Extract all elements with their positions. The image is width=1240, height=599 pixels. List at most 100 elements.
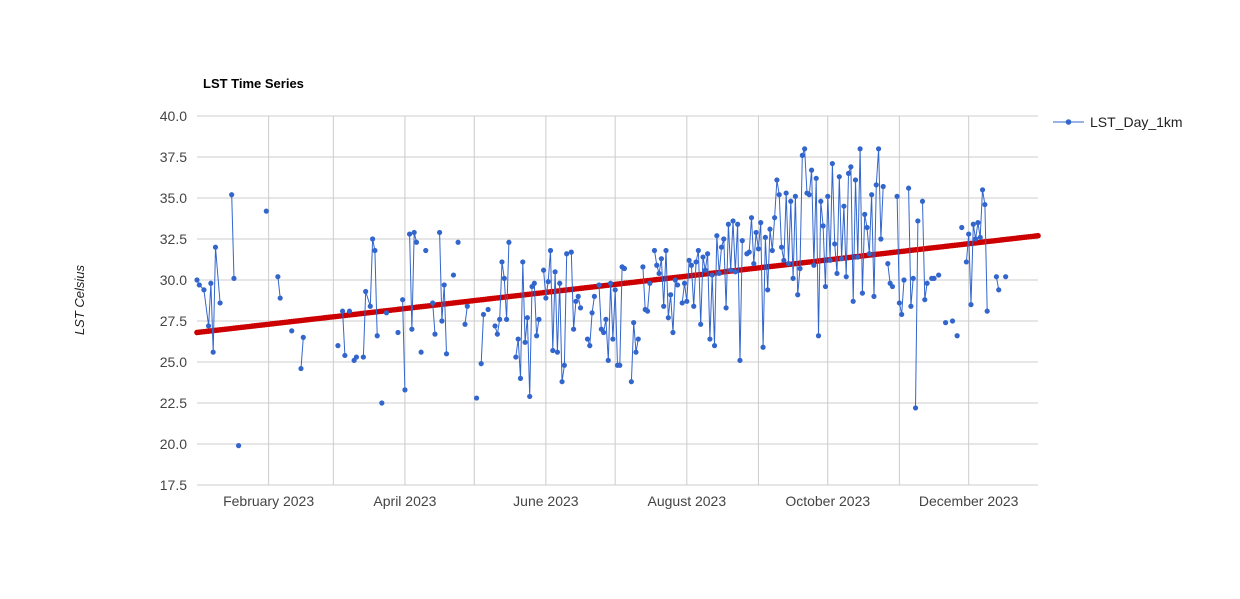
data-point xyxy=(658,256,664,262)
data-point xyxy=(413,239,420,245)
data-point xyxy=(815,333,822,339)
data-point xyxy=(767,226,773,232)
data-point xyxy=(760,344,766,350)
data-point xyxy=(661,303,667,309)
data-point xyxy=(621,265,628,272)
data-point xyxy=(693,259,699,265)
data-point xyxy=(852,177,859,183)
data-point xyxy=(441,282,447,288)
data-point xyxy=(543,295,549,301)
trendline-point xyxy=(1035,232,1041,239)
data-point xyxy=(979,187,986,193)
data-point xyxy=(802,146,808,152)
data-point xyxy=(596,282,602,288)
x-tick-label: December 2023 xyxy=(919,493,1019,509)
series-line-segment xyxy=(630,322,639,382)
data-point xyxy=(605,357,611,363)
data-point xyxy=(735,221,741,227)
series-line-segment xyxy=(402,299,406,390)
data-point xyxy=(568,249,574,255)
data-point xyxy=(651,247,658,254)
data-point xyxy=(571,326,577,332)
data-point xyxy=(845,170,852,176)
data-point xyxy=(829,160,835,167)
data-point xyxy=(875,146,882,152)
data-point xyxy=(436,229,443,236)
data-point xyxy=(527,393,533,400)
series-line-segment xyxy=(277,276,281,299)
data-point xyxy=(656,270,662,277)
data-point xyxy=(501,275,507,281)
data-point xyxy=(395,329,401,336)
data-point xyxy=(848,164,854,170)
y-tick-label: 27.5 xyxy=(160,313,187,329)
data-point xyxy=(959,224,965,231)
series-line-segment xyxy=(409,232,417,330)
y-axis-label: LST Celsius xyxy=(72,264,87,335)
data-point xyxy=(737,357,743,363)
data-point xyxy=(478,361,484,367)
data-point xyxy=(196,282,202,288)
data-point xyxy=(869,192,875,198)
legend-label-lst-day-1km: LST_Day_1km xyxy=(1090,114,1183,130)
data-point xyxy=(205,323,212,329)
data-point xyxy=(531,280,537,286)
data-point xyxy=(464,303,470,309)
data-point xyxy=(506,239,512,245)
data-point xyxy=(728,267,734,273)
series-line-segment xyxy=(439,232,447,354)
data-point xyxy=(912,405,919,411)
data-point xyxy=(564,251,570,257)
data-point xyxy=(772,215,778,221)
data-point xyxy=(755,246,762,252)
data-point xyxy=(369,236,376,242)
data-point xyxy=(573,298,579,304)
y-tick-label: 32.5 xyxy=(160,231,187,247)
data-point xyxy=(996,287,1002,293)
data-point xyxy=(300,334,306,340)
data-point xyxy=(982,201,988,208)
data-point xyxy=(797,265,803,272)
data-point xyxy=(746,249,752,255)
data-point xyxy=(631,320,637,326)
x-tick-label: February 2023 xyxy=(223,493,314,509)
data-point xyxy=(878,236,884,242)
data-point xyxy=(633,349,639,355)
data-point xyxy=(552,269,558,275)
data-point xyxy=(540,267,547,273)
data-point xyxy=(670,329,676,336)
data-point xyxy=(954,333,960,339)
data-point xyxy=(591,293,597,299)
data-point xyxy=(411,229,417,236)
data-point xyxy=(443,351,450,357)
series-line-segment xyxy=(654,250,679,333)
series-line-segment xyxy=(915,220,919,408)
data-point xyxy=(545,279,551,285)
series-line-segment xyxy=(464,306,468,325)
data-point xyxy=(379,400,385,406)
data-point xyxy=(839,256,845,262)
data-point xyxy=(931,275,937,281)
data-point xyxy=(862,211,868,217)
y-axis-ticks: 17.5 20.0 22.5 25.0 27.5 30.0 32.5 35.0 37.5 40.0 xyxy=(160,108,187,493)
legend[interactable]: LST_Day_1km xyxy=(1053,114,1183,130)
series-line-segment xyxy=(196,247,221,353)
data-point xyxy=(968,302,974,308)
data-point xyxy=(910,275,916,281)
data-point xyxy=(346,308,353,314)
data-point xyxy=(896,300,902,306)
data-point xyxy=(834,270,840,277)
y-tick-label: 40.0 xyxy=(160,108,187,124)
data-point xyxy=(739,238,745,244)
data-point xyxy=(450,272,457,278)
data-point xyxy=(721,236,727,242)
data-point xyxy=(705,251,711,257)
data-point xyxy=(360,354,366,360)
data-point xyxy=(822,283,829,290)
data-point xyxy=(915,218,921,224)
data-point xyxy=(406,231,413,237)
data-point xyxy=(716,270,722,277)
data-point xyxy=(561,362,567,368)
data-point xyxy=(665,315,671,321)
data-point xyxy=(792,193,799,199)
